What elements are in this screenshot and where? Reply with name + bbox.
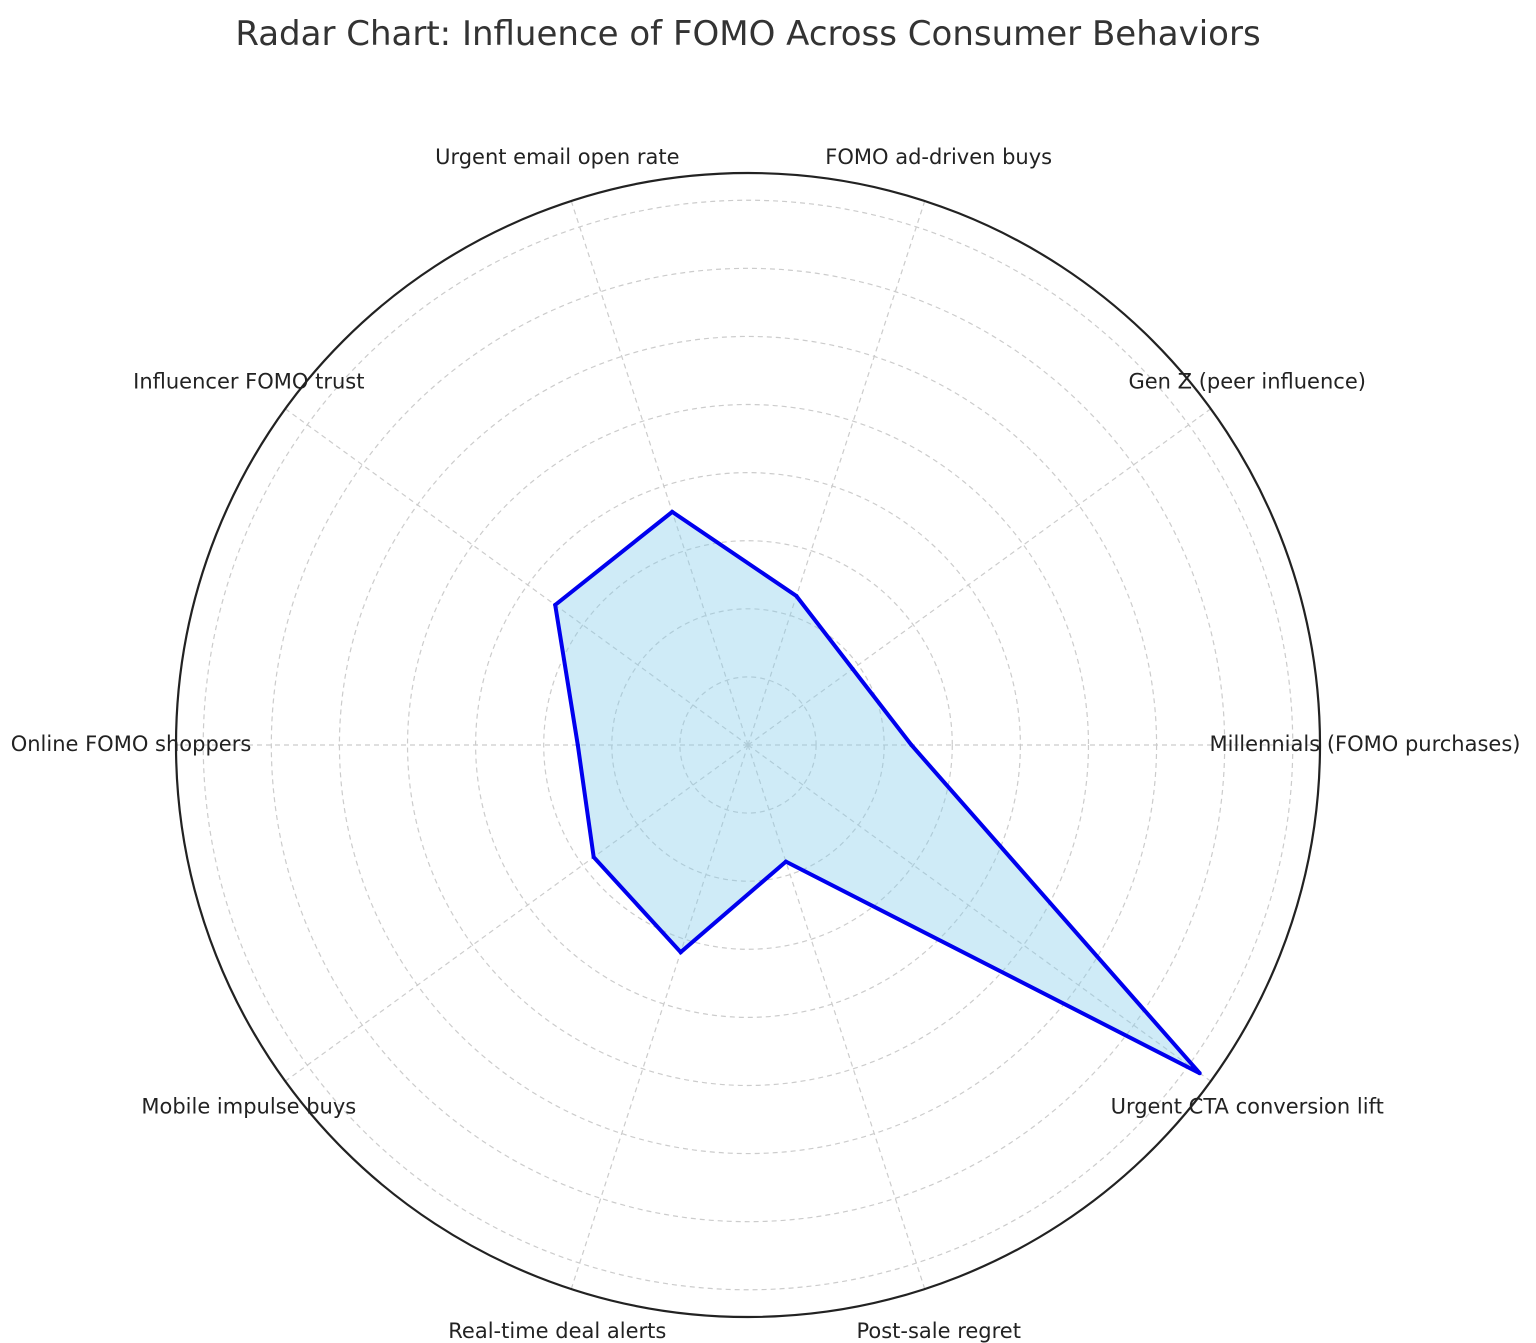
axis-label: FOMO ad-driven buys: [825, 145, 1052, 169]
data-point: [670, 509, 675, 514]
radial-gridline-1: [679, 676, 817, 814]
axis-label: Influencer FOMO trust: [133, 369, 364, 393]
axis-label: Urgent email open rate: [435, 145, 679, 169]
axis-label: Online FOMO shoppers: [11, 732, 252, 756]
axis-label: Mobile impulse buys: [141, 1095, 356, 1119]
radial-gridline-5: [406, 403, 1090, 1087]
axis-label: Real-time deal alerts: [448, 1319, 666, 1343]
grid-layer: [174, 171, 1322, 1319]
data-point: [783, 859, 788, 864]
chart-title: Radar Chart: Influence of FOMO Across Co…: [235, 14, 1260, 54]
axis-label: Urgent CTA conversion lift: [1111, 1095, 1384, 1119]
series-layer: [553, 509, 1202, 1076]
axis-label: Gen Z (peer influence): [1128, 369, 1365, 393]
data-point: [1197, 1071, 1202, 1076]
axis-labels: Millennials (FOMO purchases) Gen Z (peer …: [11, 145, 1521, 1343]
series-area: [553, 509, 1202, 1075]
axis-label: Post-sale regret: [856, 1319, 1021, 1343]
data-point: [850, 667, 855, 671]
data-point: [575, 743, 580, 747]
data-point: [553, 602, 558, 607]
radial-gridline-7: [270, 267, 1226, 1223]
radial-gridline-3: [543, 540, 953, 950]
data-point: [909, 743, 914, 747]
data-point: [794, 594, 799, 598]
axis-label: Millennials (FOMO purchases): [1210, 732, 1521, 756]
outer-frame: [174, 171, 1322, 1319]
data-point: [591, 855, 596, 860]
data-point: [678, 950, 683, 955]
